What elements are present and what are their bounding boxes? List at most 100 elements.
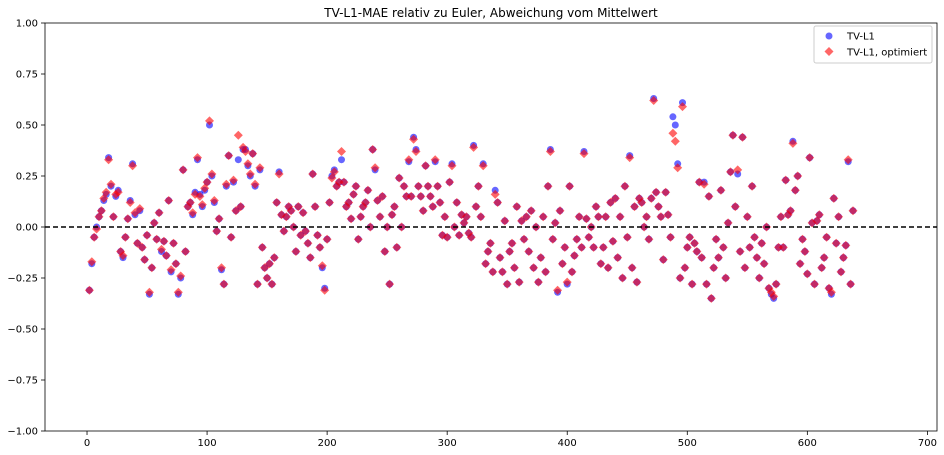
data-point-tv-l1-optimiert	[428, 202, 438, 212]
data-point-tv-l1-optimiert	[630, 202, 639, 212]
data-point-tv-l1-optimiert	[579, 149, 589, 159]
data-point-tv-l1-optimiert	[728, 130, 738, 140]
data-point-tv-l1-optimiert	[666, 232, 675, 242]
data-point-tv-l1-optimiert	[313, 230, 322, 240]
data-point-tv-l1-optimiert	[241, 147, 250, 156]
data-point-tv-l1-optimiert	[123, 214, 133, 224]
data-point-tv-l1-optimiert	[757, 238, 767, 248]
data-point-tv-l1-optimiert	[608, 236, 618, 246]
data-point-tv-l1-optimiert	[726, 167, 735, 177]
data-point-tv-l1-optimiert	[673, 163, 683, 173]
y-tick-label: 0.00	[16, 223, 38, 234]
data-point-tv-l1-optimiert	[538, 212, 548, 222]
data-point-tv-l1-optimiert	[394, 173, 404, 183]
data-point-tv-l1-optimiert	[543, 181, 553, 191]
data-point-tv-l1-optimiert	[430, 155, 440, 165]
data-point-tv-l1-optimiert	[704, 191, 714, 201]
legend-marker-tv-l1	[825, 32, 833, 40]
data-point-tv-l1-optimiert	[507, 238, 517, 248]
data-point-tv-l1-optimiert	[778, 242, 788, 252]
data-point-tv-l1-optimiert	[416, 191, 426, 201]
data-point-tv-l1-optimiert	[658, 255, 668, 265]
data-point-tv-l1-optimiert	[555, 206, 565, 216]
data-point-tv-l1-optimiert	[286, 206, 296, 216]
data-point-tv-l1-optimiert	[519, 234, 529, 244]
data-point-tv-l1-optimiert	[118, 251, 128, 261]
data-point-tv-l1-optimiert	[325, 198, 334, 207]
data-point-tv-l1-optimiert	[269, 253, 279, 263]
data-point-tv-l1-optimiert	[144, 287, 154, 297]
data-point-tv-l1-optimiert	[349, 189, 358, 199]
data-point-tv-l1-optimiert	[553, 285, 563, 295]
data-point-tv-l1-optimiert	[140, 255, 150, 265]
data-point-tv-l1-optimiert	[281, 212, 291, 222]
data-point-tv-l1-optimiert	[113, 187, 123, 197]
data-point-tv-l1-optimiert	[392, 242, 402, 252]
data-point-tv-l1-optimiert	[368, 145, 378, 154]
data-point-tv-l1-optimiert	[164, 196, 174, 205]
data-point-tv-l1-optimiert	[685, 232, 695, 242]
x-tick-label: 700	[918, 438, 937, 449]
data-point-tv-l1-optimiert	[154, 208, 164, 218]
data-point-tv-l1-optimiert	[219, 279, 229, 289]
data-point-tv-l1-optimiert	[380, 247, 390, 256]
data-point-tv-l1-optimiert	[735, 247, 745, 256]
data-point-tv-l1-optimiert	[245, 169, 255, 179]
data-point-tv-l1-optimiert	[356, 212, 366, 222]
data-point-tv-l1-optimiert	[610, 193, 620, 203]
data-point-tv-l1-optimiert	[500, 216, 510, 226]
data-point-tv-l1-optimiert	[279, 226, 289, 236]
data-point-tv-l1-optimiert	[613, 253, 623, 263]
data-point-tv-l1-optimiert	[711, 234, 721, 244]
legend-label-tv-l1-optimiert: TV-L1, optimiert	[846, 48, 927, 59]
data-point-tv-l1-optimiert	[257, 242, 267, 252]
data-point-tv-l1-optimiert	[293, 202, 303, 212]
legend: TV-L1 TV-L1, optimiert	[813, 25, 933, 64]
data-point-tv-l1-optimiert	[207, 169, 217, 179]
data-point-tv-l1-optimiert	[409, 134, 419, 144]
data-point-tv-l1-optimiert	[255, 163, 265, 173]
data-point-tv-l1-optimiert	[798, 234, 807, 244]
data-point-tv-l1-optimiert	[781, 175, 791, 185]
data-point-tv-l1-optimiert	[651, 187, 661, 197]
data-point-tv-l1-optimiert	[272, 198, 282, 207]
data-point-tv-l1-optimiert	[810, 279, 819, 289]
data-point-tv-l1-optimiert	[471, 202, 481, 212]
data-point-tv-l1-optimiert	[421, 161, 431, 171]
data-point-tv-l1-optimiert	[601, 212, 611, 222]
data-point-tv-l1-optimiert	[716, 185, 726, 195]
data-point-tv-l1-optimiert	[524, 247, 534, 256]
data-point-tv-l1-optimiert	[680, 263, 690, 273]
data-point-tv-l1-optimiert	[603, 263, 613, 273]
data-point-tv-l1-optimiert	[548, 234, 558, 244]
data-point-tv-l1-optimiert	[406, 191, 416, 201]
data-point-tv-l1-optimiert	[838, 253, 848, 263]
data-point-tv-l1-optimiert	[445, 177, 455, 187]
data-point-tv-l1-optimiert	[745, 242, 755, 252]
data-point-tv-l1-optimiert	[195, 191, 205, 201]
data-point-tv-l1-optimiert	[589, 242, 599, 252]
data-point-tv-l1-optimiert	[435, 198, 445, 207]
data-point-tv-l1-optimiert	[452, 198, 462, 207]
data-point-tv-l1-optimiert	[690, 238, 699, 248]
data-point-tv-l1-optimiert	[411, 147, 421, 156]
data-point-tv-l1-optimiert	[166, 265, 176, 275]
data-point-tv-l1-optimiert	[692, 247, 702, 256]
data-point-tv-l1-optimiert	[106, 179, 116, 189]
data-point-tv-l1-optimiert	[509, 263, 519, 273]
data-point-tv-l1-optimiert	[108, 212, 118, 222]
data-point-tv-l1-optimiert	[310, 202, 320, 212]
data-point-tv-l1-optimiert	[574, 212, 584, 222]
data-point-tv-l1-optimiert	[723, 218, 733, 228]
data-point-tv-l1-optimiert	[721, 273, 731, 283]
data-point-tv-l1-optimiert	[339, 177, 349, 187]
data-point-tv-l1-optimiert	[147, 263, 157, 273]
data-point-tv-l1-optimiert	[217, 263, 226, 273]
data-point-tv-l1-optimiert	[584, 232, 594, 242]
data-point-tv-l1-optimiert	[644, 234, 654, 244]
data-point-tv-l1-optimiert	[274, 169, 284, 179]
data-point-tv-l1-optimiert	[329, 167, 339, 177]
data-point-tv-l1-optimiert	[488, 267, 498, 277]
data-point-tv-l1-optimiert	[639, 222, 649, 232]
data-point-tv-l1-optimiert	[769, 291, 779, 301]
